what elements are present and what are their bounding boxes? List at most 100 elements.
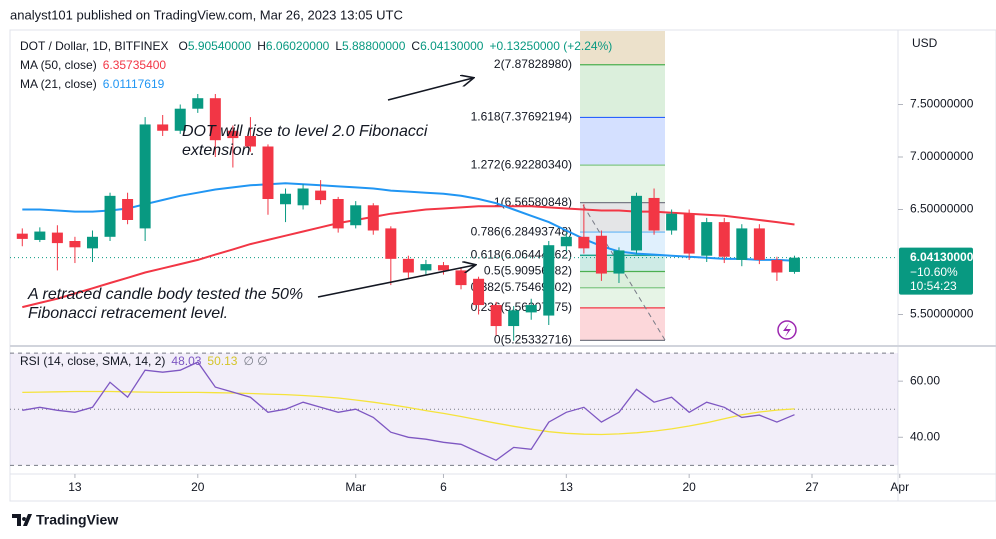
candle-body	[402, 258, 414, 273]
ma-name: MA (21, close)	[20, 77, 97, 91]
candle-body	[139, 124, 151, 229]
candle-body	[560, 236, 572, 247]
fib-band	[580, 165, 665, 203]
arrow	[317, 265, 475, 298]
fib-label: 0.382(5.75469402)	[471, 280, 572, 294]
alert-icon[interactable]	[777, 320, 797, 340]
change: +0.13250000 (+2.24%)	[489, 39, 612, 53]
x-tick-label: 27	[805, 480, 819, 494]
rsi-value: 48.03	[171, 354, 201, 368]
candle-body	[332, 199, 344, 229]
x-tick-label: 13	[560, 480, 574, 494]
candle-body	[595, 235, 607, 274]
candle-body	[350, 205, 362, 226]
candle-body	[736, 228, 748, 260]
ma-value: 6.35735400	[103, 58, 167, 72]
candle-body	[490, 305, 502, 327]
candle-body	[648, 197, 660, 231]
fib-label: 1.272(6.92280340)	[471, 157, 572, 171]
candle-body	[86, 236, 98, 249]
candle-body	[104, 195, 116, 237]
last-change: −10.60%	[910, 265, 958, 279]
x-tick-label: 13	[68, 480, 82, 494]
arrow	[387, 78, 473, 101]
last-price-box	[899, 247, 973, 295]
y-tick-label: 7.00000000	[910, 149, 974, 163]
fib-label: 0(5.25332716)	[494, 333, 572, 347]
candle-body	[244, 136, 256, 147]
candle-body	[578, 236, 590, 249]
x-tick-label: Mar	[345, 480, 366, 494]
candle-body	[525, 305, 537, 313]
rsi-line	[22, 361, 795, 462]
candle-body	[788, 257, 800, 272]
fib-label: 2(7.87828980)	[494, 57, 572, 71]
fib-band	[580, 31, 665, 65]
y-tick-label: 7.50000000	[910, 97, 974, 111]
rsi-sma-value: 50.13	[207, 354, 237, 368]
candle-body	[51, 232, 63, 244]
candle-body	[174, 108, 186, 131]
legend-title: DOT / Dollar, 1D, BITFINEX	[20, 39, 168, 53]
candle-body	[262, 146, 274, 199]
candle-body	[473, 278, 485, 306]
ohlc-key: L	[335, 39, 342, 53]
fib-band	[580, 287, 665, 308]
ohlc-key: H	[257, 39, 266, 53]
fib-label: 0.236(5.56307275)	[471, 300, 572, 314]
rsi-tick-label: 60.00	[910, 373, 940, 387]
ohlc-key: O	[178, 39, 187, 53]
footer: TradingView	[12, 512, 118, 528]
candle-body	[227, 130, 239, 139]
ohlc-value: 5.88800000	[342, 39, 406, 53]
ma-legend: MA (50, close) 6.35735400	[20, 58, 166, 72]
annotation: extension.	[182, 142, 255, 159]
annotation: A retraced candle body tested the 50%	[27, 286, 303, 303]
candle-body	[157, 124, 169, 131]
publisher: analyst101 published on TradingView.com,…	[10, 7, 403, 22]
candle-body	[209, 98, 221, 141]
fib-label: 1(6.56580848)	[494, 195, 572, 209]
fib-band	[580, 307, 665, 341]
fib-label: 0.618(6.06444062)	[471, 247, 572, 261]
candle-body	[718, 222, 730, 257]
moving-average	[22, 182, 795, 262]
x-tick-label: Apr	[890, 480, 909, 494]
rsi-legend: RSI (14, close, SMA, 14, 2) 48.03 50.13 ∅ ∅	[20, 354, 268, 368]
candle-body	[631, 195, 643, 251]
ohlc-value: 6.04130000	[420, 39, 484, 53]
candle-body	[543, 245, 555, 316]
x-tick-label: 20	[682, 480, 696, 494]
fib-label: 0.5(5.90956782)	[484, 264, 572, 278]
annotation: Fibonacci retracement level.	[28, 305, 228, 322]
rsi-tick-label: 40.00	[910, 429, 940, 443]
candle-body	[297, 188, 309, 206]
annotation: DOT will rise to level 2.0 Fibonacci	[182, 123, 428, 140]
candle-body	[367, 205, 379, 231]
candle-body	[16, 233, 28, 239]
y-tick-label: 5.50000000	[910, 307, 974, 321]
fib-label: 1.618(7.37692194)	[471, 110, 572, 124]
overlay: DOT will rise to level 2.0 Fibonacci exte…	[27, 78, 797, 340]
candle-body	[69, 241, 81, 248]
ohlc-key: C	[411, 39, 420, 53]
candle-body	[613, 250, 625, 274]
ma-name: MA (50, close)	[20, 58, 97, 72]
candle-body	[437, 265, 449, 271]
candle-body	[315, 190, 327, 201]
candle-body	[701, 222, 713, 256]
ohlc-value: 6.06020000	[266, 39, 330, 53]
candle-body	[508, 310, 520, 327]
candle-body	[455, 270, 467, 286]
fib-band	[580, 64, 665, 118]
y-unit: USD	[912, 36, 938, 50]
rsi-na: ∅ ∅	[243, 354, 267, 368]
main-pane: 0(5.25332716) 0.236(5.56307275) 0.382(5.75…	[10, 31, 898, 347]
x-tick-label: 20	[191, 480, 205, 494]
rsi-sma-line	[22, 390, 795, 436]
x-tick-label: 6	[440, 480, 447, 494]
candle-body	[771, 259, 783, 273]
y-tick-label: 6.50000000	[910, 202, 974, 216]
